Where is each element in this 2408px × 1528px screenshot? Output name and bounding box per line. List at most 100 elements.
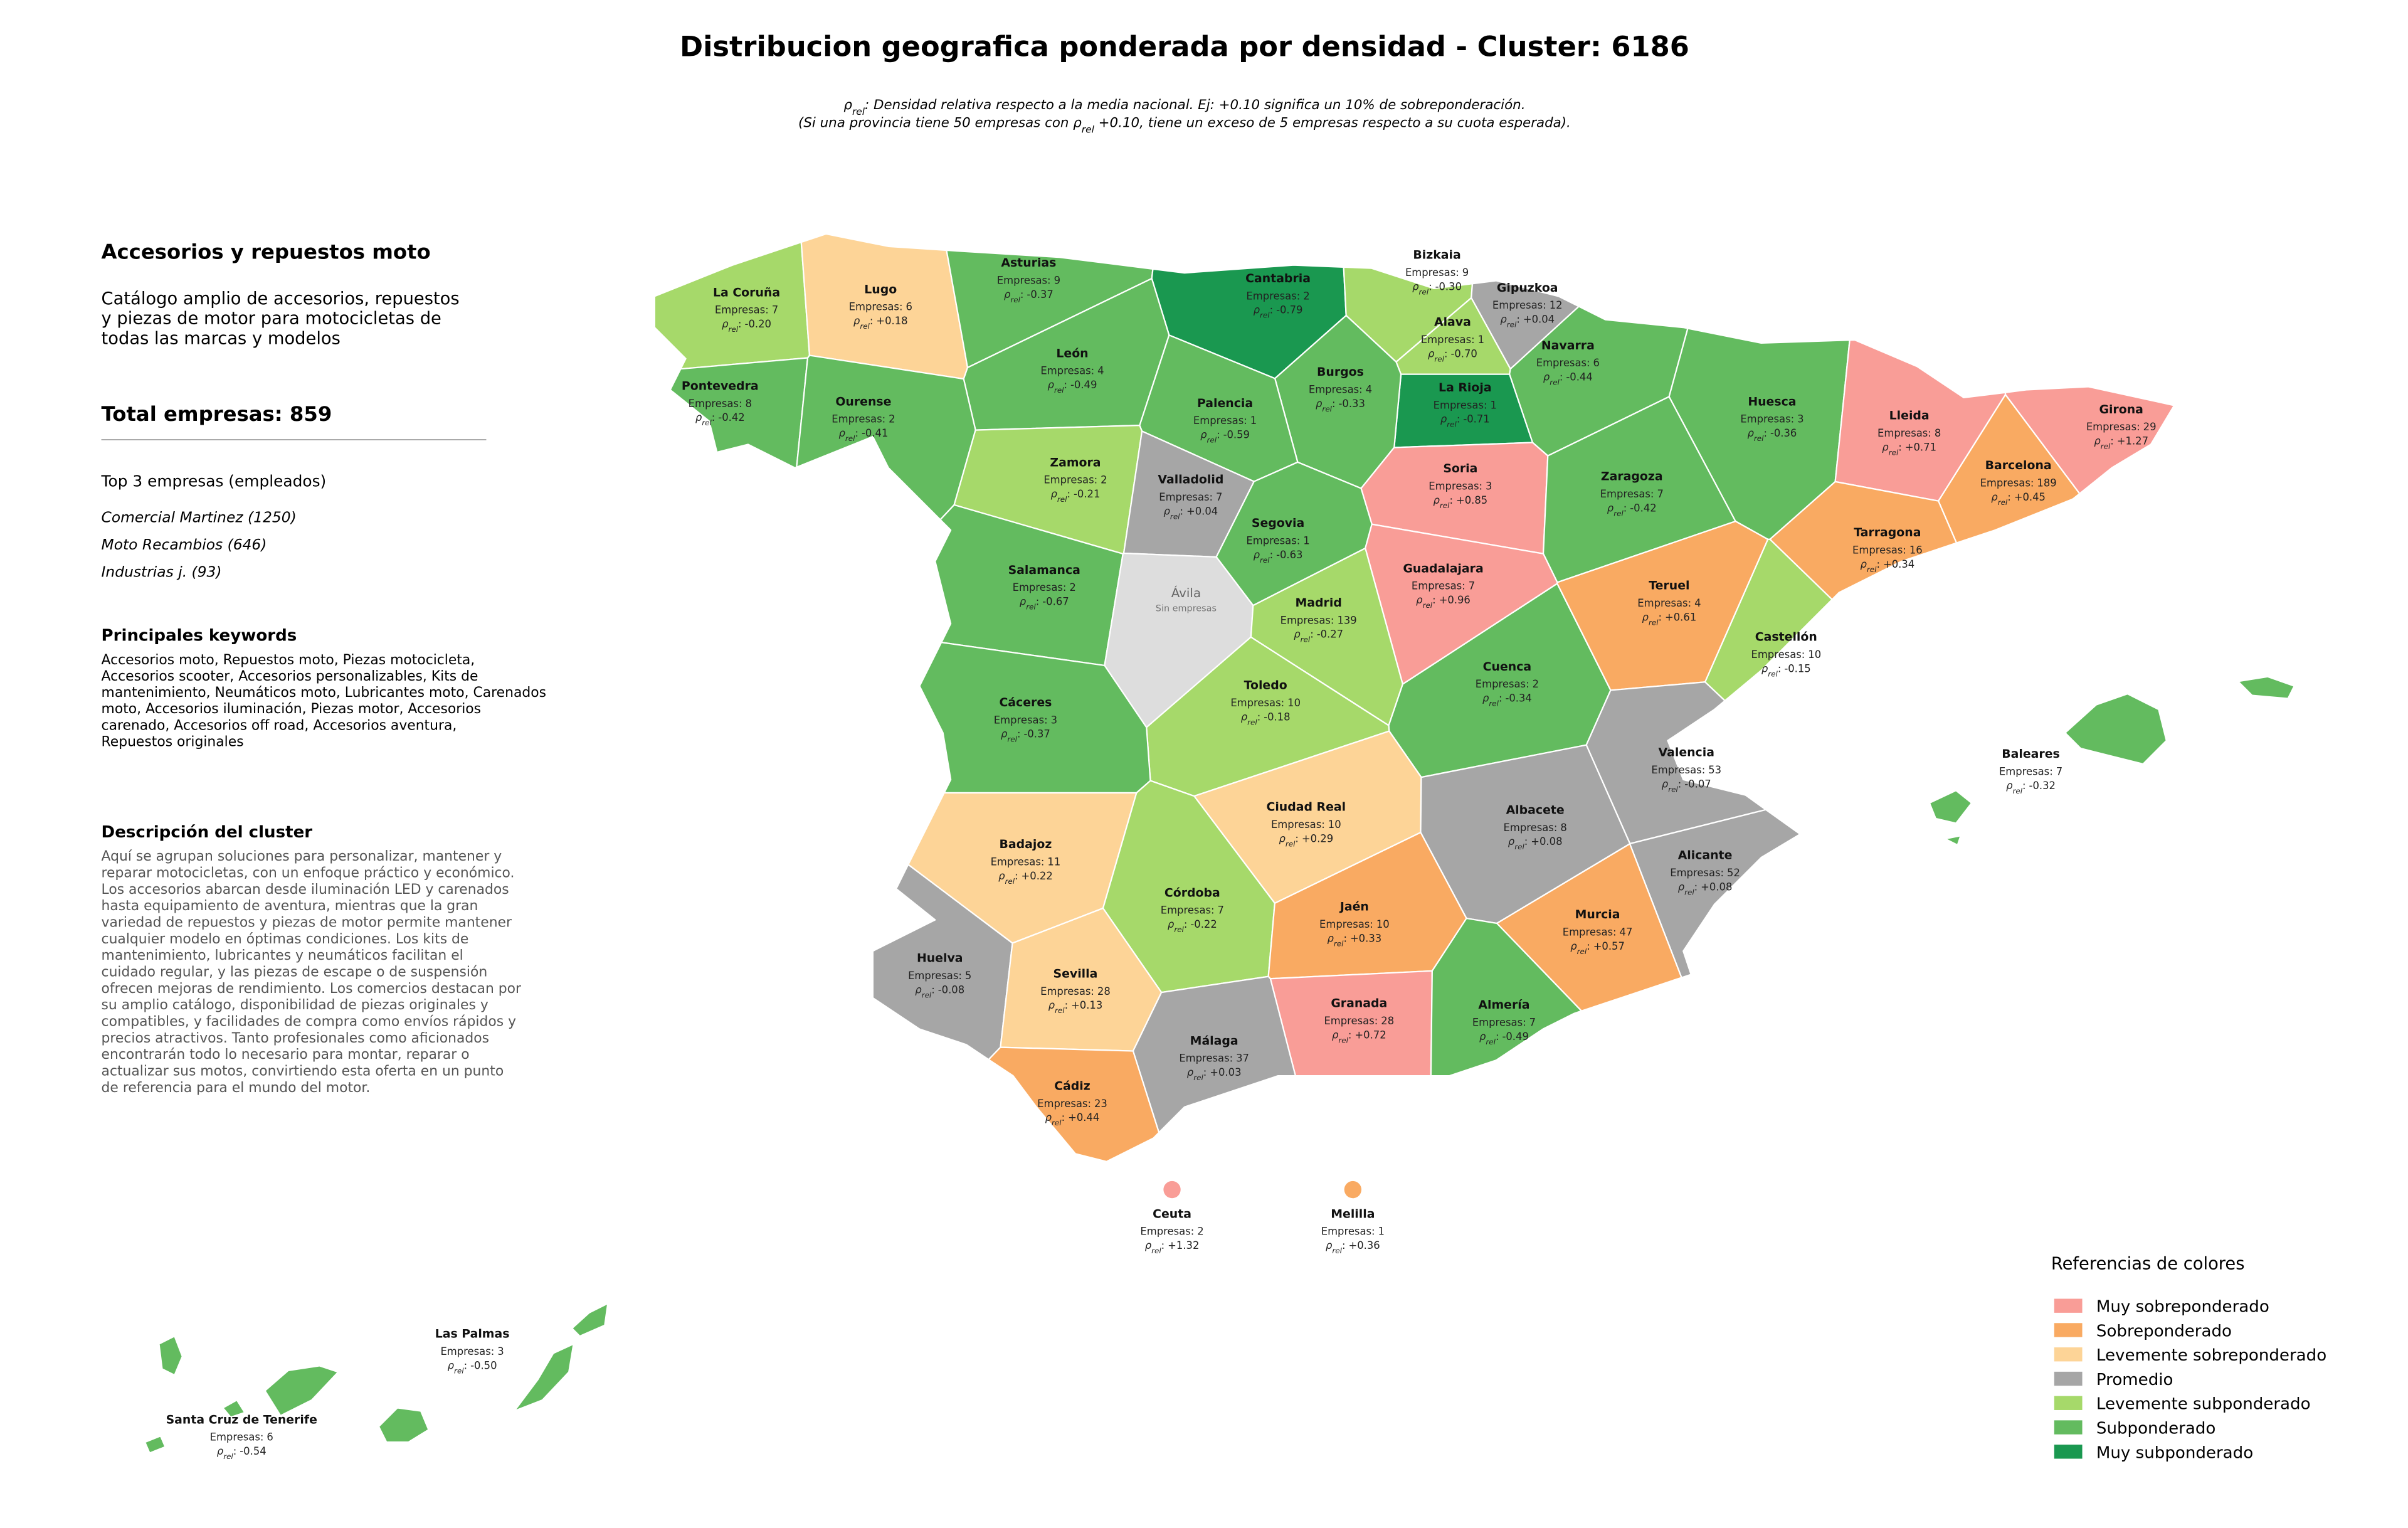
province-name: Huelva (917, 952, 963, 965)
rho-symbol: ρ (1327, 932, 1334, 944)
cluster-text: precios atractivos. Tanto profesionales … (102, 1031, 490, 1046)
province-name: Lugo (864, 282, 897, 296)
rho-separator: : (1428, 280, 1432, 292)
province-rho: ρrel: +0.08 (1508, 836, 1563, 851)
province-shape (1344, 1180, 1362, 1199)
companies-value: 2 (1303, 290, 1309, 302)
rho-value: -0.79 (1276, 304, 1302, 316)
rho-symbol: ρ (1747, 427, 1754, 439)
companies-value: 28 (1381, 1015, 1394, 1027)
keywords: Accesorios moto, Repuestos moto, Piezas … (102, 652, 475, 668)
rho-value: -0.59 (1223, 429, 1250, 441)
companies-label: Empresas: (1271, 819, 1325, 830)
companies-label: Empresas: (1246, 535, 1300, 547)
rho-separator: : (1763, 427, 1767, 439)
province-name: Ceuta (1153, 1207, 1191, 1221)
companies-label: Empresas: (1321, 1226, 1375, 1238)
province-rho: ρrel: +0.13 (1048, 999, 1103, 1015)
province-companies: Empresas: 8 (1504, 822, 1567, 834)
province-name: Badajoz (1000, 837, 1052, 851)
rho-symbol: ρ (722, 318, 729, 330)
rho-subscript: rel (1247, 718, 1257, 726)
companies-value: 10 (1376, 918, 1390, 930)
province-companies: Empresas: 2 (832, 413, 895, 425)
province-rho: ρrel: -0.42 (1607, 502, 1657, 517)
rho-value: -0.49 (1502, 1031, 1528, 1043)
rho-value: +0.34 (1883, 558, 1914, 570)
rho-subscript: rel (702, 418, 712, 427)
rho-subscript: rel (860, 322, 870, 331)
province-companies: Empresas: 3 (994, 714, 1057, 726)
province-name: La Coruña (713, 285, 780, 299)
province-name: Gipuzkoa (1497, 281, 1558, 295)
companies-label: Empresas: (1040, 985, 1094, 997)
companies-label: Empresas: (689, 398, 742, 410)
companies-value: 9 (1462, 267, 1469, 279)
companies-value: 52 (1727, 867, 1740, 879)
province-companies: Empresas: 10 (1751, 649, 1821, 661)
companies-label: Empresas: (1740, 413, 1794, 425)
cluster-text: variedad de repuestos y piezas de motor … (102, 915, 512, 930)
province-companies: Empresas: 3 (1740, 413, 1803, 425)
companies-label: Empresas: (1309, 383, 1363, 395)
rho-symbol: ρ (1861, 558, 1867, 570)
rho-subscript: rel (454, 1366, 464, 1375)
province-rho: ρrel: -0.07 (1662, 778, 1711, 793)
province-companies: Empresas: 16 (1852, 544, 1923, 556)
keywords: carenado, Accesorios off road, Accesorio… (102, 718, 457, 733)
companies-value: 4 (1366, 383, 1372, 395)
rho-separator: : (1017, 728, 1021, 740)
province-companies: Empresas: 52 (1670, 867, 1740, 879)
province-name: Burgos (1317, 365, 1364, 379)
province-shape (988, 1046, 1160, 1162)
rho-symbol: ρ (1678, 881, 1685, 893)
total: Total empresas: 859 (102, 402, 332, 426)
cluster-text: cuidado regular, y las piezas de escape … (102, 965, 488, 980)
province-companies: Empresas: 1 (1193, 415, 1257, 427)
province-companies: Empresas: 2 (1476, 678, 1539, 690)
province-name: Bizkaia (1413, 248, 1460, 262)
companies-label: Empresas: (1043, 474, 1097, 486)
rho-value: -0.67 (1042, 595, 1069, 607)
province-shape (2004, 386, 2175, 495)
province-rho: ρrel: +1.32 (1145, 1239, 1200, 1255)
rho-separator: : (1524, 836, 1528, 847)
legend-swatch (2054, 1323, 2083, 1337)
rho-value: +0.96 (1439, 594, 1471, 606)
province-rho: ρrel: -0.70 (1428, 348, 1477, 363)
rho-symbol: ρ (1045, 1112, 1052, 1123)
province-rho: ρrel: +0.18 (853, 315, 908, 331)
companies-value: 7 (1469, 580, 1475, 592)
companies-value: 7 (2056, 765, 2062, 777)
rho-subscript: rel (2101, 442, 2111, 450)
province-companies: Empresas: 7 (715, 304, 778, 316)
rho-separator: : (1064, 379, 1068, 391)
legend-label: Levemente subponderado (2096, 1395, 2311, 1414)
companies-label: Empresas: (1140, 1226, 1194, 1238)
companies-label: Empresas: (1472, 1017, 1526, 1029)
companies-value: 8 (745, 398, 751, 410)
companies-label: Empresas: (1037, 1098, 1091, 1110)
province-rho: ρrel: -0.79 (1254, 304, 1303, 320)
keywords: Accesorios scooter, Accesorios personali… (102, 669, 478, 684)
companies-value: 47 (1620, 926, 1633, 938)
rho-value: +0.04 (1523, 314, 1555, 326)
province-companies: Empresas: 7 (1999, 765, 2062, 777)
province-rho: ρrel: +0.85 (1434, 494, 1488, 510)
rho-symbol: ρ (1416, 594, 1423, 606)
province-companies: Empresas: 189 (1980, 477, 2057, 489)
rho-symbol: ρ (1051, 488, 1058, 500)
rho-separator: : (1496, 1031, 1499, 1043)
rho-symbol: ρ (2094, 435, 2101, 447)
rho-value: -0.30 (1435, 280, 1462, 292)
companies-label: Empresas: (210, 1431, 264, 1443)
province-rho: ρrel: -0.33 (1316, 398, 1365, 413)
rho-symbol: ρ (1254, 304, 1260, 316)
province-name: Ávila (1171, 586, 1201, 600)
rho-subscript: rel (1301, 635, 1311, 644)
rho-subscript: rel (845, 434, 855, 443)
companies-value: 6 (267, 1431, 273, 1443)
rho-value: +0.29 (1302, 832, 1333, 844)
rho-value: -0.18 (1264, 711, 1290, 723)
rho-symbol: ρ (1004, 289, 1011, 300)
